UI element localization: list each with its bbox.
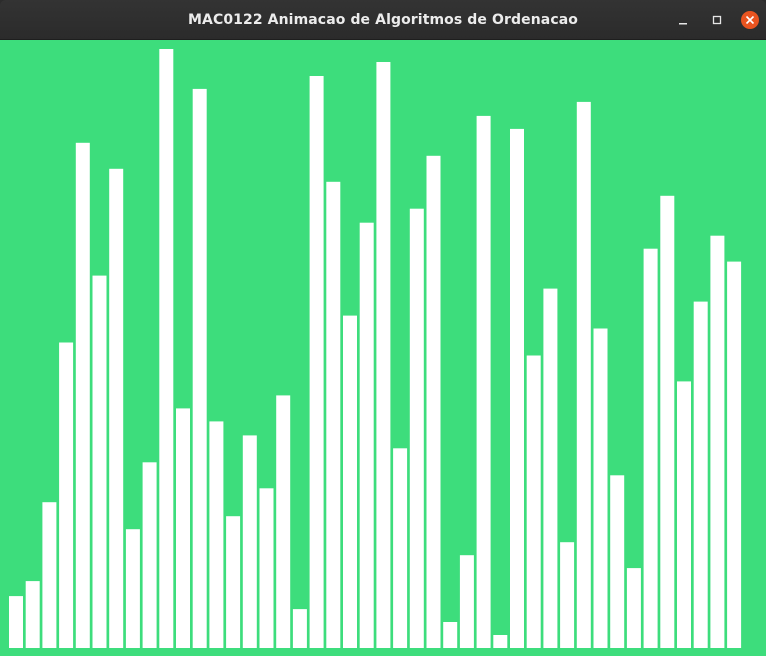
bar-28 (459, 555, 474, 648)
bar-35 (576, 101, 591, 648)
bar-27 (443, 622, 458, 648)
bar-7 (109, 168, 124, 649)
bar-8 (125, 529, 140, 648)
bar-14 (226, 516, 241, 648)
bar-5 (75, 142, 90, 649)
bar-16 (259, 488, 274, 648)
close-button[interactable] (739, 9, 761, 31)
bar-42 (693, 301, 708, 648)
bar-24 (393, 448, 408, 648)
bar-22 (359, 222, 374, 648)
bar-3 (42, 502, 57, 648)
bar-39 (643, 248, 658, 648)
bar-1 (9, 596, 23, 648)
minimize-button[interactable] (672, 9, 694, 31)
bar-26 (426, 155, 441, 649)
bar-25 (409, 208, 424, 648)
maximize-button[interactable] (706, 9, 728, 31)
bar-31 (510, 128, 524, 648)
bar-36 (593, 328, 608, 648)
bar-20 (326, 181, 341, 649)
bar-41 (677, 381, 691, 648)
bar-33 (543, 288, 558, 648)
bar-43 (710, 235, 725, 648)
bar-44 (727, 261, 742, 648)
window-title: MAC0122 Animacao de Algoritmos de Ordena… (187, 12, 579, 28)
bar-12 (192, 88, 207, 648)
bar-13 (209, 421, 224, 648)
bar-32 (526, 355, 541, 648)
bar-chart (9, 49, 742, 649)
bar-18 (292, 609, 307, 648)
bar-21 (343, 315, 357, 648)
bar-38 (626, 568, 641, 648)
bar-17 (276, 395, 291, 648)
bar-6 (92, 275, 107, 648)
bar-15 (242, 435, 257, 648)
bar-9 (142, 462, 157, 648)
minimize-icon (679, 23, 687, 25)
bar-4 (59, 342, 74, 648)
bar-29 (476, 115, 491, 648)
bar-2 (25, 581, 40, 648)
maximize-icon (712, 15, 722, 25)
close-icon (741, 11, 759, 29)
bar-34 (560, 542, 575, 648)
sorting-canvas (0, 40, 766, 656)
title-bar[interactable]: MAC0122 Animacao de Algoritmos de Ordena… (0, 0, 766, 40)
bar-40 (660, 195, 675, 649)
bar-19 (309, 76, 324, 648)
bar-10 (159, 49, 174, 648)
bar-37 (610, 475, 625, 648)
bar-11 (176, 408, 190, 648)
bar-23 (376, 62, 391, 648)
bar-30 (493, 635, 508, 648)
